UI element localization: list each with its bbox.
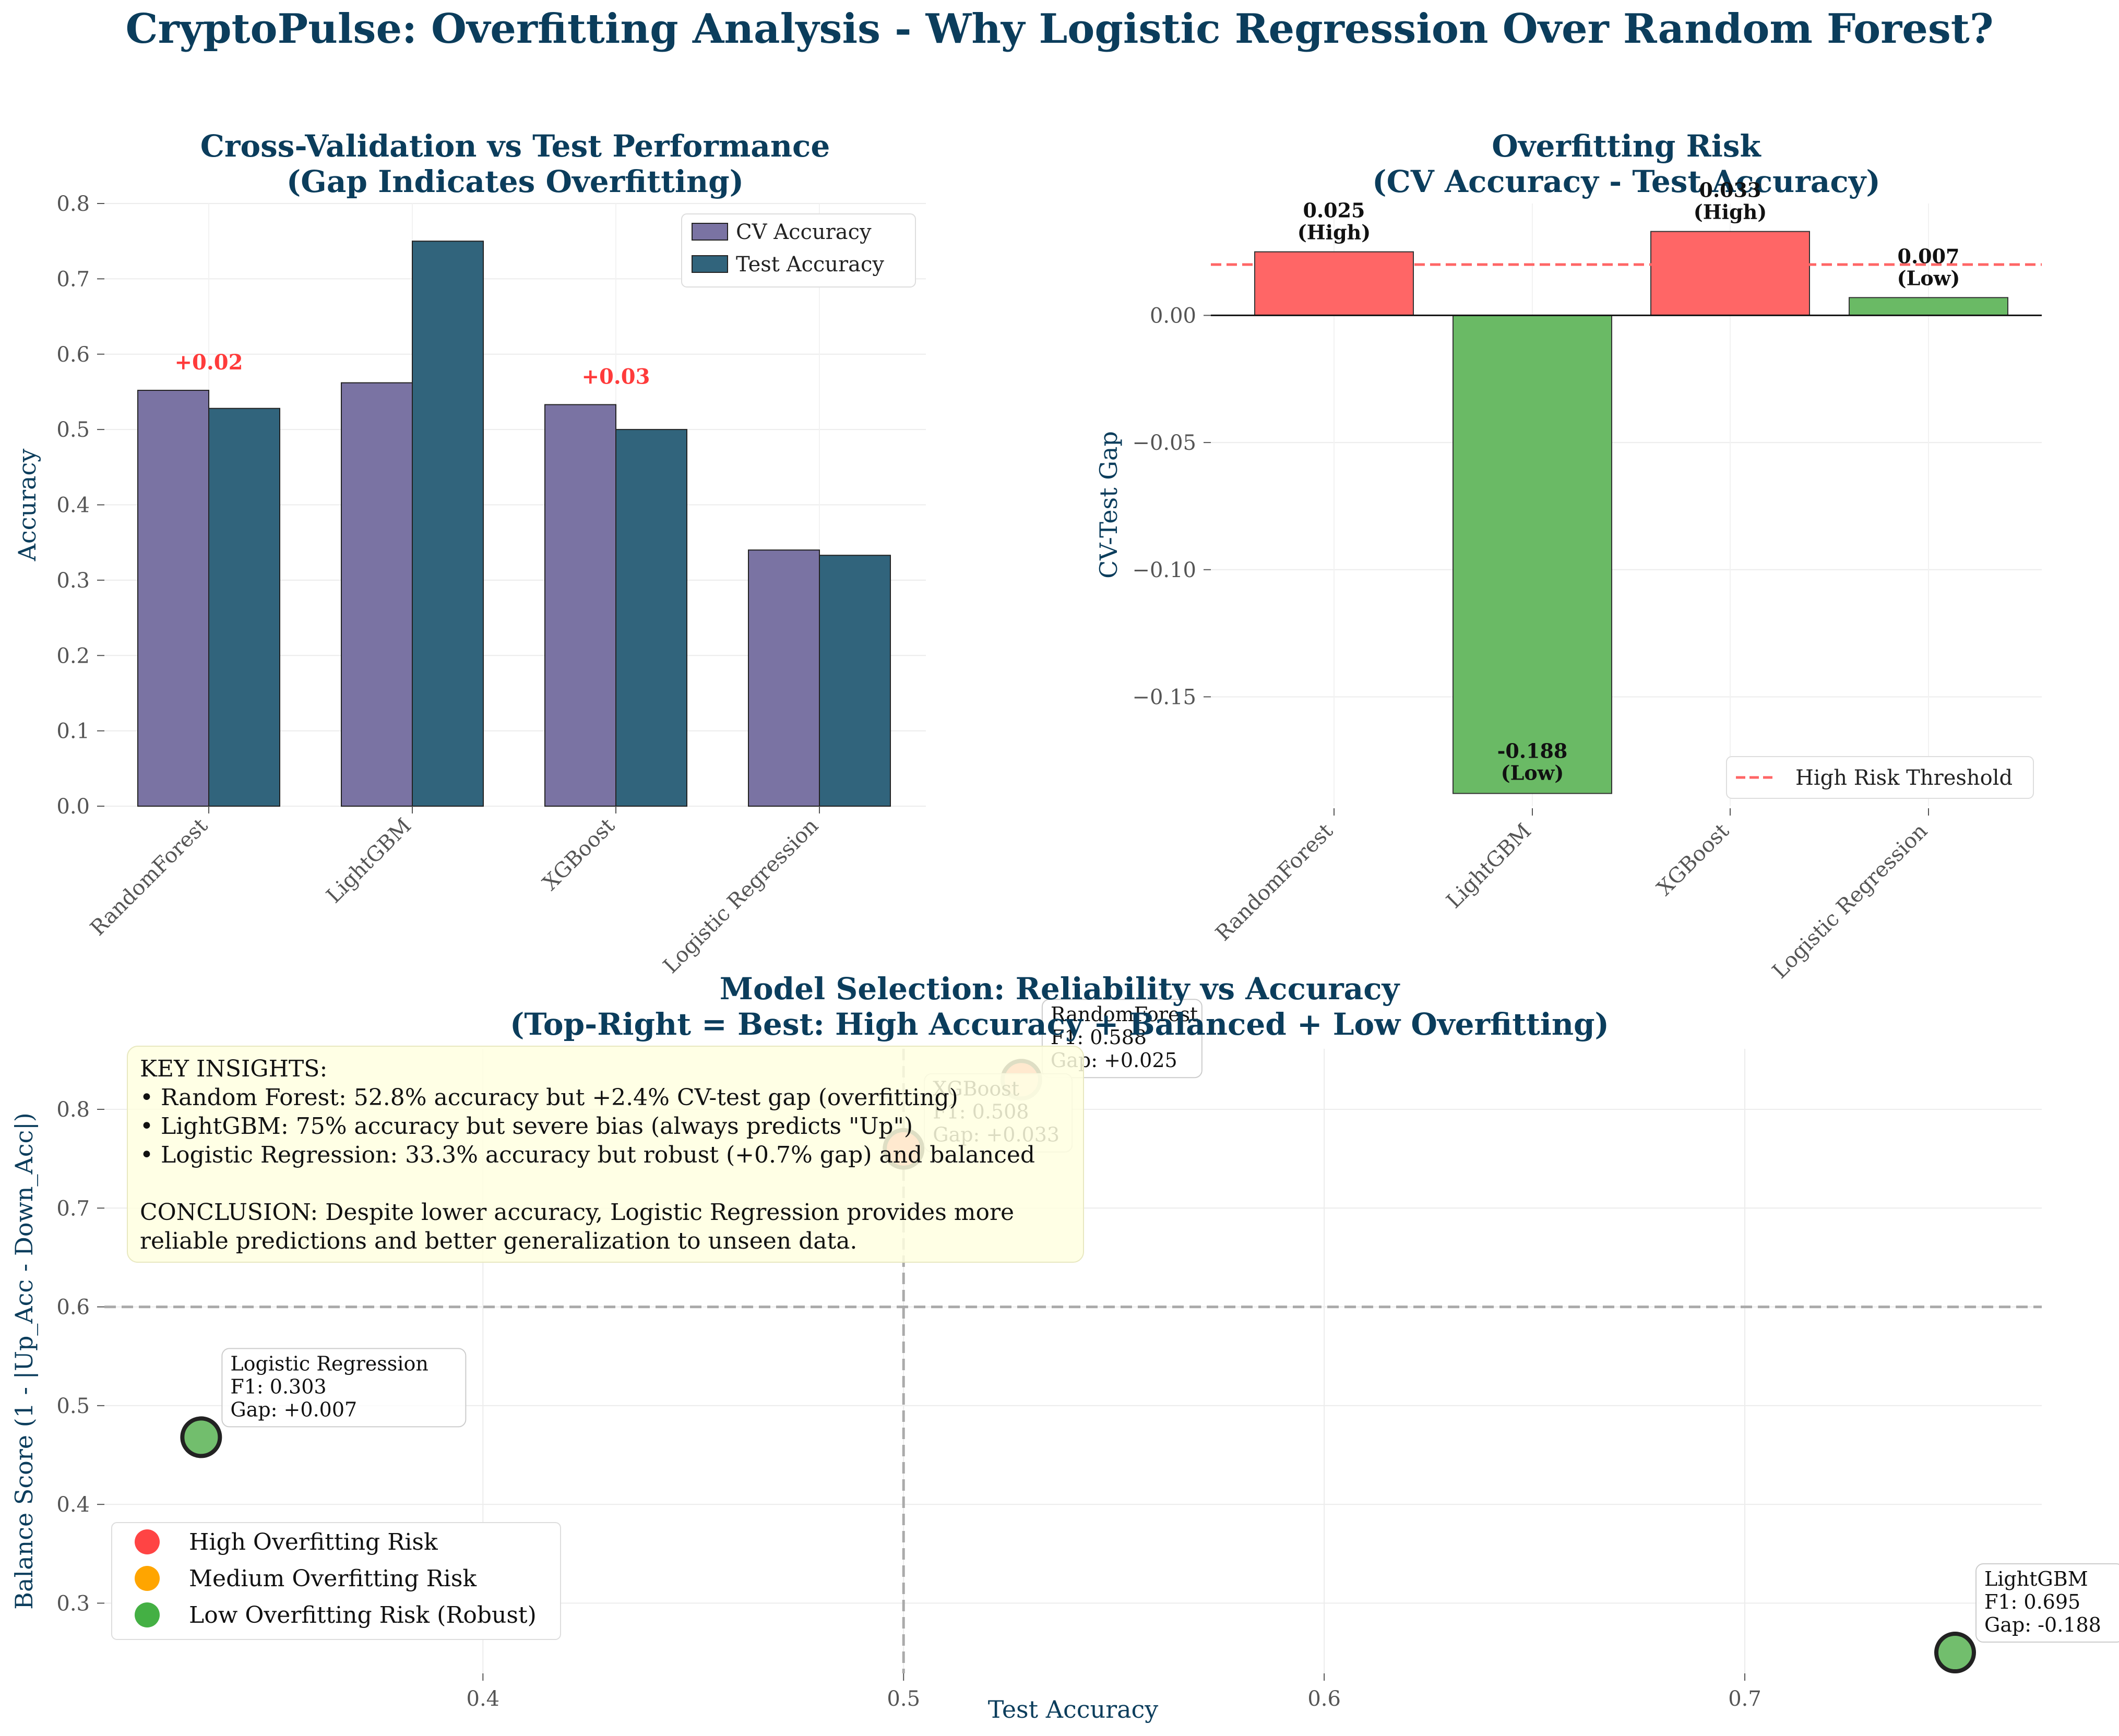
bar-value-label: 0.025 bbox=[1303, 199, 1365, 222]
insight-line: KEY INSIGHTS: bbox=[140, 1056, 327, 1082]
bar-value-label: (High) bbox=[1694, 200, 1767, 224]
y-tick-label: 0.6 bbox=[56, 343, 90, 367]
y-tick-label: 0.2 bbox=[56, 644, 90, 668]
point-annotation-text: RandomForest bbox=[1051, 1003, 1198, 1026]
x-tick-label: 0.5 bbox=[887, 1687, 920, 1711]
insight-line: • Logistic Regression: 33.3% accuracy bu… bbox=[140, 1142, 1035, 1168]
chart-title: (Top-Right = Best: High Accuracy + Balan… bbox=[510, 1007, 1609, 1042]
y-tick-label: 0.8 bbox=[56, 192, 90, 216]
point-annotation-text: Gap: -0.188 bbox=[1984, 1613, 2101, 1636]
y-tick-label: −0.15 bbox=[1132, 685, 1196, 709]
legend-label: Medium Overfitting Risk bbox=[189, 1565, 477, 1592]
bar-value-label: 0.033 bbox=[1699, 178, 1761, 202]
bar-cv-accuracy bbox=[748, 549, 820, 807]
point-annotation-box bbox=[1975, 1563, 2119, 1643]
point-annotation-text: LightGBM bbox=[1984, 1567, 2088, 1590]
legend-label: High Overfitting Risk bbox=[189, 1529, 438, 1555]
y-tick-label: 0.0 bbox=[56, 795, 90, 819]
y-axis-label: Balance Score (1 - |Up_Acc - Down_Acc|) bbox=[10, 1112, 38, 1609]
y-tick-label: 0.8 bbox=[56, 1098, 90, 1122]
legend-marker bbox=[135, 1602, 160, 1627]
bar-gap bbox=[1650, 231, 1810, 316]
y-axis-label: Accuracy bbox=[13, 449, 41, 562]
insights-background bbox=[127, 1046, 1084, 1263]
y-tick-label: 0.1 bbox=[56, 720, 90, 744]
insight-line: • Random Forest: 52.8% accuracy but +2.4… bbox=[140, 1084, 958, 1111]
y-tick-label: 0.3 bbox=[56, 1591, 90, 1615]
legend-label: Test Accuracy bbox=[736, 253, 884, 277]
point-annotation-text: Logistic Regression bbox=[230, 1352, 428, 1375]
model-selection-chart: 0.4 0.5 0.6 0.7 0.3 0.4 0.5 0.6 0.7 0.8 RandomFore… bbox=[10, 971, 2119, 1723]
bar-value-label: -0.188 bbox=[1497, 739, 1568, 763]
x-tick-label: 0.6 bbox=[1307, 1687, 1341, 1711]
chart-title: (CV Accuracy - Test Accuracy) bbox=[1372, 164, 1880, 199]
chart-title: Overfitting Risk bbox=[1492, 128, 1761, 164]
insight-line: CONCLUSION: Despite lower accuracy, Logi… bbox=[140, 1199, 1014, 1226]
gap-annotation: +0.02 bbox=[175, 350, 243, 375]
bar-cv-accuracy bbox=[137, 390, 209, 807]
y-tick-label: 0.7 bbox=[56, 267, 90, 291]
point-annotation-text: F1: 0.695 bbox=[1984, 1590, 2080, 1613]
legend-swatch bbox=[692, 255, 728, 273]
figure-suptitle: CryptoPulse: Overfitting Analysis - Why … bbox=[125, 5, 1993, 53]
legend: High Risk Threshold bbox=[1726, 756, 2034, 799]
legend-marker bbox=[135, 1566, 160, 1591]
bar-gap bbox=[1453, 315, 1612, 794]
y-tick-label: −0.05 bbox=[1132, 431, 1196, 455]
legend-label: High Risk Threshold bbox=[1795, 766, 2013, 790]
bar-cv-accuracy bbox=[341, 382, 413, 807]
bar-test-accuracy bbox=[412, 241, 484, 807]
key-insights-box: KEY INSIGHTS:• Random Forest: 52.8% accu… bbox=[127, 1046, 1084, 1263]
bar-value-label: (Low) bbox=[1501, 761, 1564, 785]
bar-value-label: (Low) bbox=[1897, 266, 1960, 290]
bar-gap bbox=[1849, 297, 2008, 316]
y-axis-label: CV-Test Gap bbox=[1094, 431, 1123, 579]
point-annotation-text: Gap: +0.007 bbox=[230, 1398, 357, 1421]
y-tick-label: 0.5 bbox=[56, 418, 90, 442]
bar-test-accuracy bbox=[819, 555, 891, 807]
y-tick-label: 0.3 bbox=[56, 569, 90, 593]
y-tick-label: 0.00 bbox=[1150, 304, 1196, 328]
y-tick-label: 0.4 bbox=[56, 494, 90, 518]
bar-cv-accuracy bbox=[544, 404, 616, 807]
x-tick-label: 0.7 bbox=[1728, 1687, 1761, 1711]
legend-box bbox=[1726, 756, 2034, 799]
data-point bbox=[1934, 1632, 1976, 1674]
data-point bbox=[180, 1416, 222, 1458]
bar-gap bbox=[1254, 251, 1414, 316]
bar-value-label: (High) bbox=[1297, 221, 1371, 244]
point-annotation-text: F1: 0.303 bbox=[230, 1375, 326, 1398]
insight-line: reliable predictions and better generali… bbox=[140, 1228, 857, 1254]
insight-line: • LightGBM: 75% accuracy but severe bias… bbox=[140, 1113, 913, 1140]
y-tick-label: 0.6 bbox=[56, 1296, 90, 1320]
x-axis-label: Test Accuracy bbox=[988, 1695, 1159, 1723]
legend-marker bbox=[135, 1529, 160, 1554]
legend-box bbox=[111, 1522, 561, 1640]
legend-swatch bbox=[692, 223, 728, 241]
legend: CV Accuracy Test Accuracy bbox=[681, 213, 916, 288]
y-tick-label: 0.4 bbox=[56, 1493, 90, 1517]
chart-title: Cross-Validation vs Test Performance bbox=[200, 128, 830, 164]
chart-title: (Gap Indicates Overfitting) bbox=[287, 164, 744, 199]
x-tick-label: 0.4 bbox=[467, 1687, 500, 1711]
chart-title: Model Selection: Reliability vs Accuracy bbox=[720, 971, 1401, 1007]
gap-annotation: +0.03 bbox=[582, 364, 650, 389]
legend-label: Low Overfitting Risk (Robust) bbox=[189, 1602, 537, 1629]
legend-box bbox=[681, 213, 916, 288]
point-annotation-text: F1: 0.588 bbox=[1051, 1026, 1147, 1049]
bar-test-accuracy bbox=[208, 408, 280, 807]
legend-label: CV Accuracy bbox=[736, 220, 872, 244]
bar-test-accuracy bbox=[615, 429, 687, 807]
legend: High Overfitting Risk Medium Overfitting … bbox=[111, 1522, 561, 1640]
point-annotation-box bbox=[221, 1348, 467, 1428]
y-tick-label: −0.10 bbox=[1132, 558, 1196, 582]
y-tick-label: 0.5 bbox=[56, 1394, 90, 1418]
y-tick-label: 0.7 bbox=[56, 1196, 90, 1220]
